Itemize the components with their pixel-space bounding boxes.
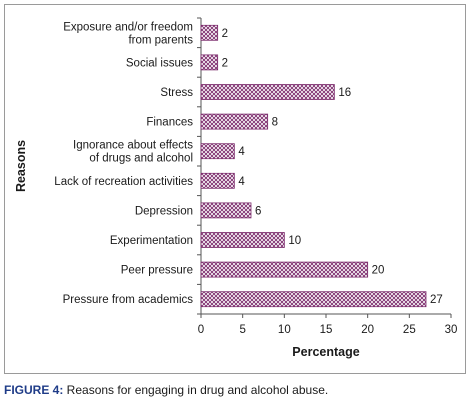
value-label: 16 xyxy=(338,87,351,99)
value-label: 20 xyxy=(372,265,385,277)
chart-bars xyxy=(200,24,427,308)
bar xyxy=(200,54,219,71)
category-label: Lack of recreation activities xyxy=(54,176,193,188)
category-label: Peer pressure xyxy=(121,265,193,277)
x-axis-title: Percentage xyxy=(292,345,359,359)
x-tick-label: 0 xyxy=(198,324,204,336)
category-label: Ignorance about effects of drugs and alco… xyxy=(73,140,193,165)
category-label: Exposure and/or freedom from parents xyxy=(63,21,193,46)
bar-chart: Exposure and/or freedom from parents Socia… xyxy=(14,17,458,359)
x-tick-label: 5 xyxy=(239,324,245,336)
bar xyxy=(200,172,235,189)
bar xyxy=(200,261,369,278)
category-label: Stress xyxy=(160,87,193,99)
value-label: 8 xyxy=(272,117,278,129)
bar xyxy=(200,84,335,100)
value-label: 6 xyxy=(255,205,261,217)
value-label: 4 xyxy=(238,176,245,188)
bar xyxy=(200,24,219,41)
bar xyxy=(200,291,427,308)
value-label: 10 xyxy=(288,235,301,247)
x-tick-label: 15 xyxy=(320,324,333,336)
bar xyxy=(200,202,252,219)
value-label: 27 xyxy=(430,294,443,306)
value-label: 4 xyxy=(238,146,245,158)
caption-text: Reasons for engaging in drug and alcohol… xyxy=(63,383,329,397)
category-label: Depression xyxy=(135,205,193,217)
category-label: Social issues xyxy=(126,57,193,69)
category-labels: Exposure and/or freedom from parents Socia… xyxy=(54,21,193,306)
figure-frame xyxy=(4,4,466,374)
y-axis-title: Reasons xyxy=(14,140,28,192)
bar xyxy=(200,143,235,160)
value-labels: 2 2 16 8 4 4 6 10 20 27 xyxy=(222,28,443,306)
x-tick-label: 25 xyxy=(403,324,416,336)
category-label: Finances xyxy=(146,117,193,129)
value-label: 2 xyxy=(222,57,228,69)
category-label: Experimentation xyxy=(110,235,193,247)
bar xyxy=(200,113,269,130)
x-ticks: 0 5 10 15 20 25 30 xyxy=(198,314,458,336)
caption-label: FIGURE 4: xyxy=(4,383,64,397)
figure-caption: FIGURE 4: Reasons for engaging in drug a… xyxy=(4,382,466,398)
value-label: 2 xyxy=(222,28,228,40)
x-tick-label: 30 xyxy=(445,324,458,336)
x-tick-label: 20 xyxy=(361,324,374,336)
bar xyxy=(200,232,285,248)
category-label: Pressure from academics xyxy=(63,294,194,306)
x-tick-label: 10 xyxy=(278,324,291,336)
